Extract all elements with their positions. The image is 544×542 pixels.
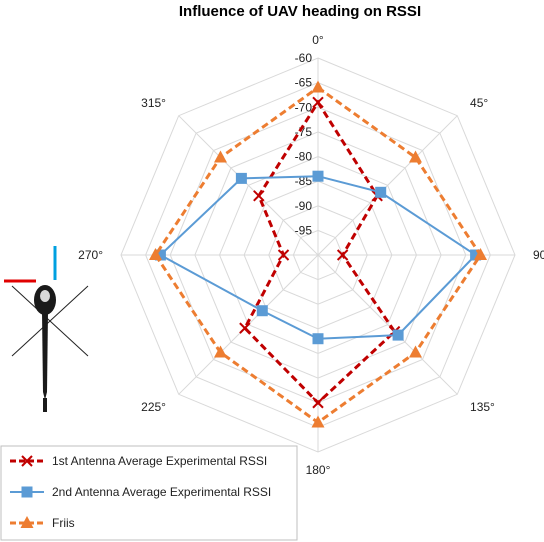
data-point-square-marker [470, 249, 482, 261]
heading-label: 45° [470, 96, 488, 110]
grid-spoke [317, 254, 458, 395]
heading-label: 0° [312, 33, 324, 47]
data-point-square-marker [235, 172, 247, 184]
heading-label: 270° [78, 248, 103, 262]
heading-label: 90° [533, 248, 544, 262]
legend-label: 2nd Antenna Average Experimental RSSI [52, 485, 271, 499]
radial-tick-label: -80 [295, 150, 313, 164]
legend-label: 1st Antenna Average Experimental RSSI [52, 454, 267, 468]
data-point-x-marker [336, 249, 349, 261]
heading-label: 225° [141, 400, 166, 414]
chart-title: Influence of UAV heading on RSSI [179, 3, 421, 20]
uav-illustration-icon [4, 246, 89, 412]
data-point-stroke [336, 249, 349, 261]
data-point-stroke [312, 96, 324, 109]
data-point-x-marker [253, 190, 265, 202]
radial-tick-labels: -60-65-70-75-80-85-90-95 [295, 51, 313, 237]
legend-label: Friis [52, 516, 75, 530]
series-layer [148, 80, 488, 428]
radar-grid [120, 57, 516, 453]
data-point-stroke [253, 190, 265, 202]
data-point-triangle-marker [409, 150, 423, 163]
data-point-triangle-marker [20, 516, 34, 528]
radial-tick-label: -65 [295, 76, 313, 90]
data-point-triangle-marker [409, 345, 423, 358]
series-1 [239, 96, 401, 409]
data-point-stroke [312, 397, 324, 409]
data-point-x-marker [277, 249, 290, 261]
data-point-square-marker [256, 305, 268, 317]
data-point-stroke [21, 455, 33, 467]
radial-tick-label: -95 [295, 223, 313, 237]
data-point-triangle-marker [311, 80, 325, 93]
radial-tick-label: -70 [295, 100, 313, 114]
data-point-triangle-marker [148, 248, 162, 260]
data-point-x-marker [312, 96, 324, 109]
series-2 [154, 170, 482, 345]
heading-label: 315° [141, 96, 166, 110]
data-point-triangle-marker [213, 345, 227, 358]
grid-spoke [178, 115, 319, 256]
data-point-stroke [277, 249, 290, 261]
series-3 [148, 80, 488, 428]
heading-label: 135° [470, 400, 495, 414]
series-line [243, 99, 397, 405]
data-point-square-marker [375, 186, 387, 198]
heading-labels: 0° 45° 90° 135° 180° 225° 270° 315° [78, 33, 544, 477]
data-point-x-marker [21, 455, 33, 467]
radial-tick-label: -90 [295, 199, 313, 213]
data-point-x-marker [312, 397, 324, 409]
data-point-stroke [239, 322, 251, 334]
data-point-x-marker [239, 322, 251, 334]
grid-spoke [317, 115, 458, 256]
data-point-square-marker [21, 486, 33, 498]
data-point-square-marker [154, 249, 166, 261]
heading-label: 180° [306, 463, 331, 477]
data-point-triangle-marker [311, 415, 325, 428]
data-point-square-marker [312, 333, 324, 345]
data-point-triangle-marker [474, 248, 488, 260]
data-point-square-marker [312, 170, 324, 182]
data-point-square-marker [392, 329, 404, 341]
radial-tick-label: -60 [295, 51, 313, 65]
data-point-triangle-marker [213, 150, 227, 163]
legend: 1st Antenna Average Experimental RSSI 2nd… [0, 445, 298, 541]
radial-tick-label: -75 [295, 125, 313, 139]
